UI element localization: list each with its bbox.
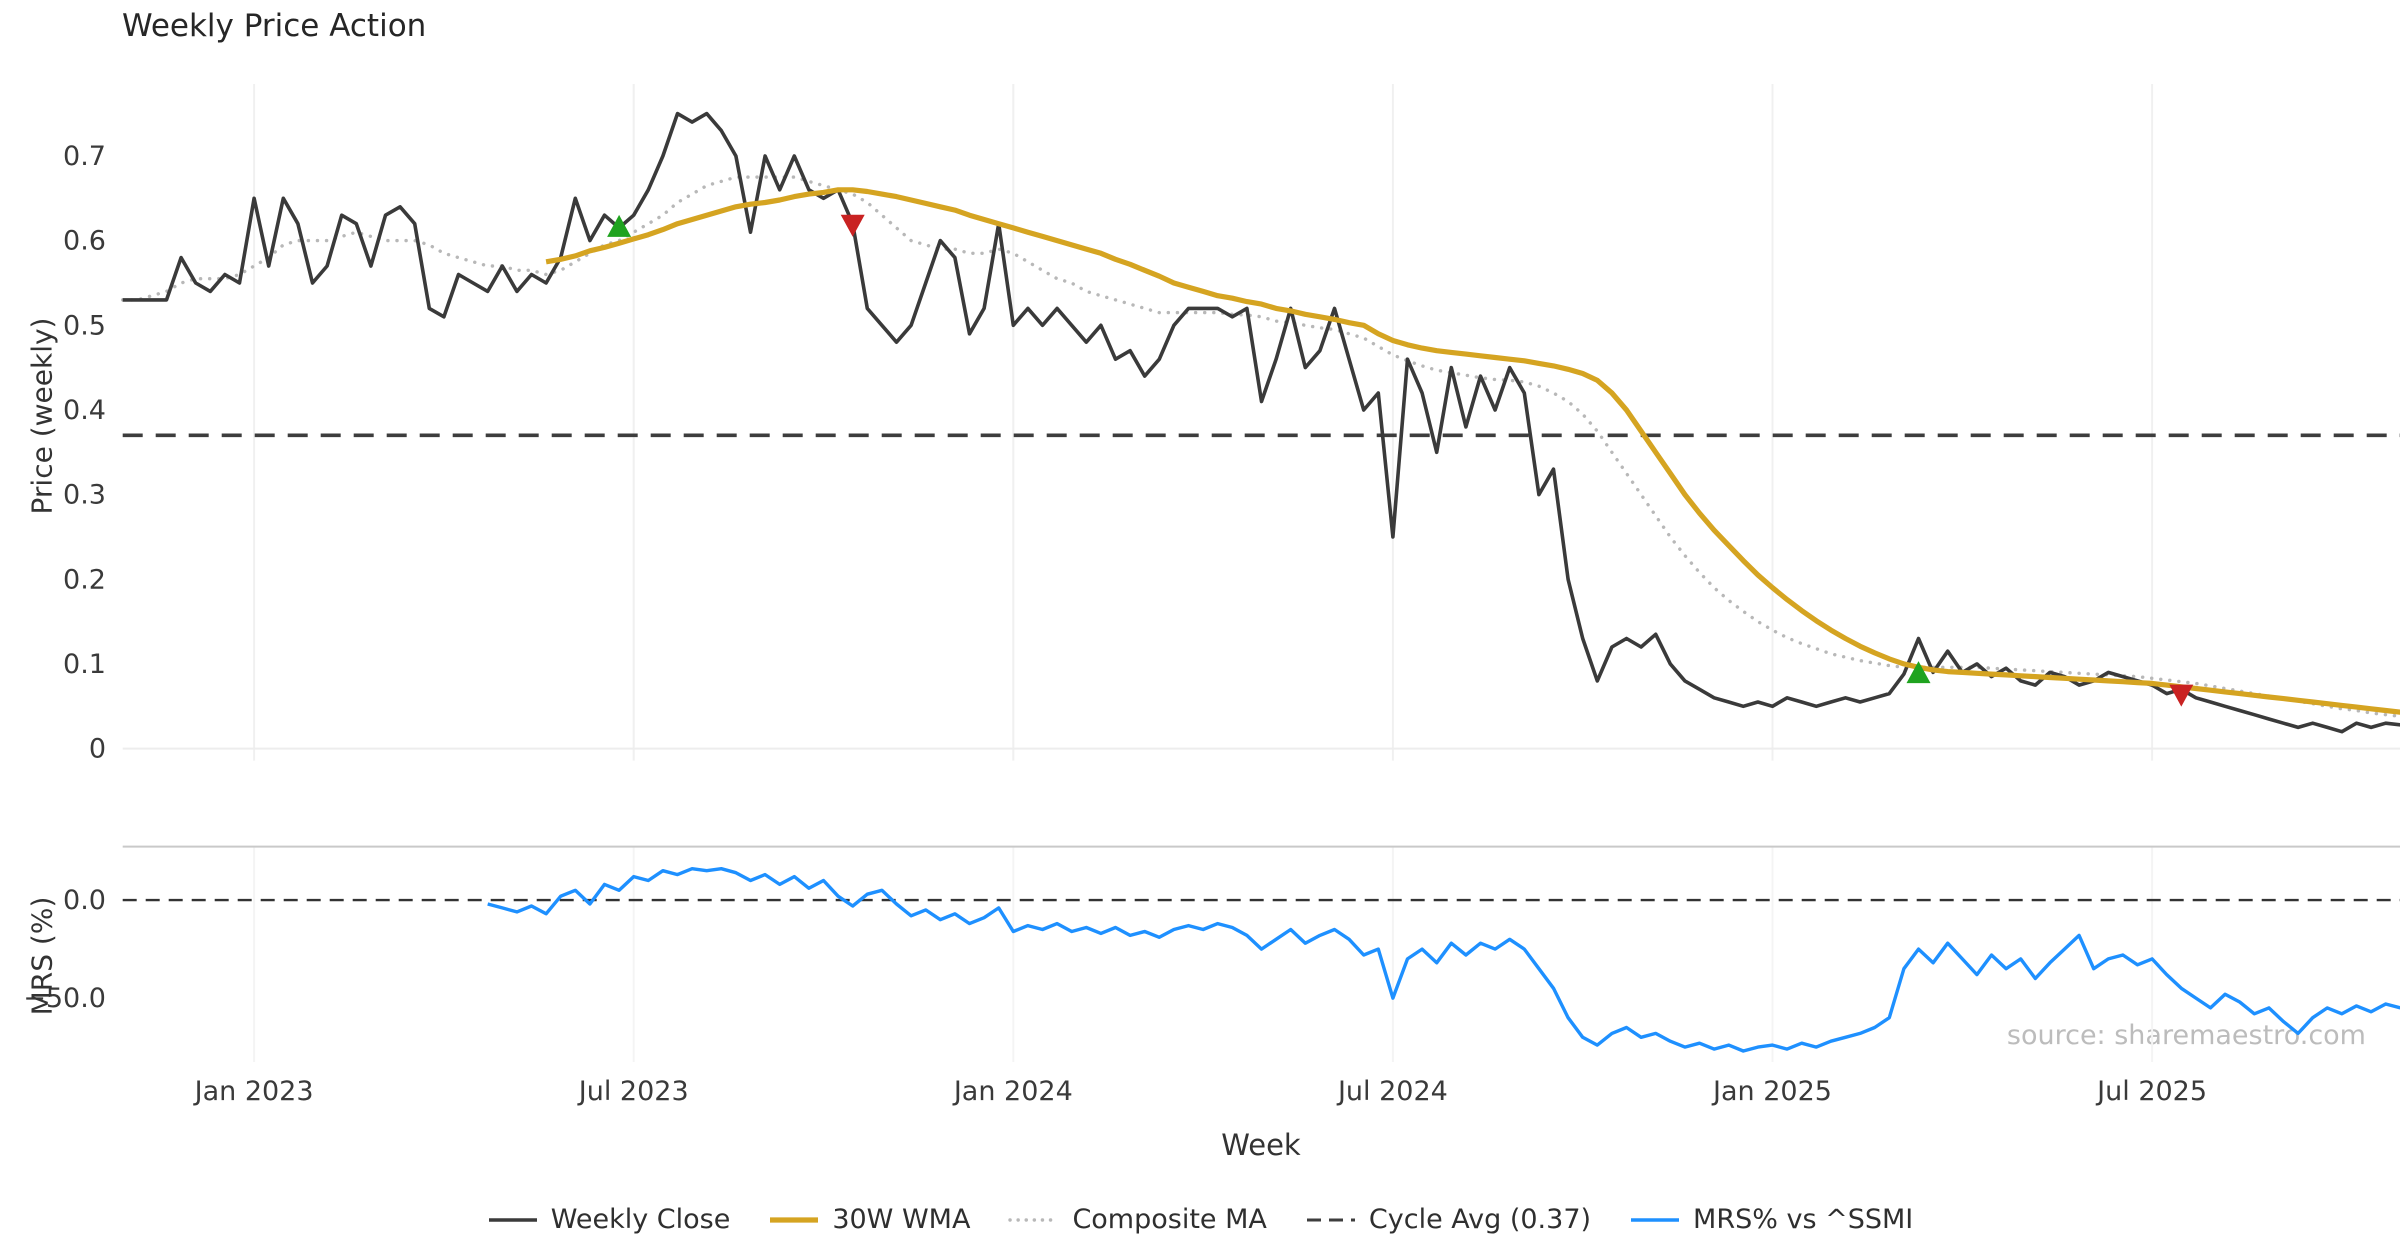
mrs-y-tick-label: −50.0	[23, 983, 106, 1014]
sell-marker-icon	[2169, 684, 2194, 707]
mrs-axis-label: MRS (%)	[25, 896, 59, 1016]
legend-item-wma: 30W WMA	[768, 1204, 970, 1235]
legend-label: Cycle Avg (0.37)	[1368, 1204, 1592, 1235]
legend-item-weekly-close: Weekly Close	[487, 1204, 731, 1235]
x-tick-label: Jul 2024	[1336, 1076, 1448, 1107]
cycle-avg-swatch-icon	[1306, 1218, 1355, 1221]
mrs-swatch-icon	[1631, 1217, 1680, 1222]
x-tick-label: Jul 2023	[577, 1076, 689, 1107]
legend-label: 30W WMA	[832, 1204, 971, 1235]
price-y-tick-label: 0.3	[63, 480, 106, 511]
x-axis-label: Week	[1221, 1128, 1301, 1162]
wma-swatch-icon	[770, 1216, 819, 1223]
legend-label: Composite MA	[1072, 1204, 1267, 1235]
mrs-line	[487, 867, 2400, 1053]
price-y-tick-label: 0.1	[63, 649, 106, 680]
legend-label: MRS% vs ^SSMI	[1693, 1204, 1914, 1235]
x-tick-label: Jan 2024	[952, 1076, 1073, 1107]
buy-marker-icon	[1906, 661, 1931, 684]
weekly-close-line	[122, 111, 2400, 734]
price-y-tick-label: 0.4	[63, 395, 106, 426]
price-y-tick-label: 0	[89, 734, 106, 765]
legend-item-composite: Composite MA	[1008, 1204, 1267, 1235]
legend-label: Weekly Close	[550, 1204, 731, 1235]
price-axis-label: Price (weekly)	[25, 317, 59, 515]
mrs-y-tick-label: 0.0	[63, 885, 106, 916]
legend-item-cycle-avg: Cycle Avg (0.37)	[1305, 1204, 1591, 1235]
x-tick-label: Jul 2025	[2095, 1076, 2207, 1107]
composite-ma-line	[121, 175, 2400, 719]
buy-marker-icon	[607, 214, 632, 237]
legend: Weekly Close 30W WMA Composite MA Cycle Avg…	[0, 1204, 2400, 1235]
sell-marker-icon	[840, 214, 865, 237]
price-y-tick-label: 0.7	[63, 141, 106, 172]
x-tick-label: Jan 2023	[193, 1076, 314, 1107]
price-y-tick-label: 0.2	[63, 564, 106, 595]
price-y-tick-label: 0.6	[63, 226, 106, 257]
x-tick-label: Jan 2025	[1711, 1076, 1832, 1107]
chart-title: Weekly Price Action	[122, 8, 427, 44]
composite-swatch-icon	[1008, 1217, 1061, 1222]
price-y-tick-label: 0.5	[63, 310, 106, 341]
wma-line	[545, 187, 2400, 715]
legend-item-mrs: MRS% vs ^SSMI	[1629, 1204, 1913, 1235]
weekly-close-swatch-icon	[488, 1217, 537, 1222]
